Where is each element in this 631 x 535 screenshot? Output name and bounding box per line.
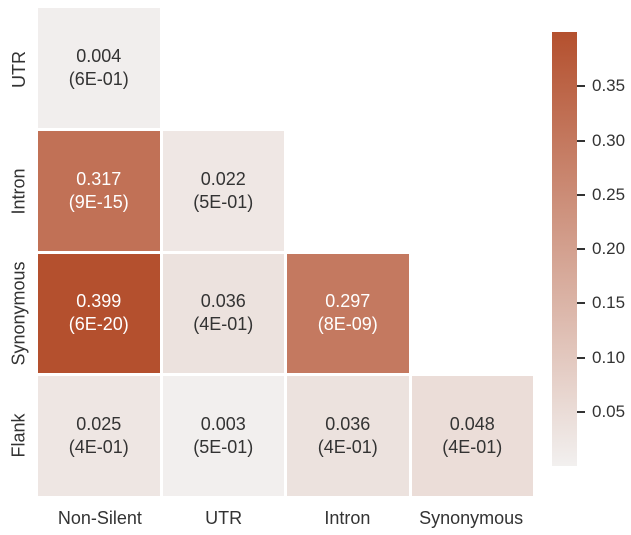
- heatmap-cell: 0.003 (5E-01): [162, 376, 284, 496]
- y-axis-label: Flank: [8, 412, 29, 458]
- cell-pvalue: (4E-01): [193, 314, 254, 335]
- y-axis-label: UTR: [8, 50, 29, 88]
- cell-pvalue: (5E-01): [193, 191, 254, 212]
- colorbar-gradient: [552, 32, 577, 466]
- heatmap-cell: 0.025 (4E-01): [38, 376, 160, 496]
- cell-value: 0.399: [76, 291, 122, 312]
- heatmap-cell: 0.036 (4E-01): [162, 253, 284, 374]
- cell-pvalue: (8E-09): [317, 314, 378, 335]
- y-axis-label: Synonymous: [8, 260, 29, 366]
- heatmap-cell: 0.048 (4E-01): [411, 376, 533, 496]
- cell-value: 0.036: [325, 414, 371, 435]
- colorbar-tick-label: 0.15: [592, 293, 626, 313]
- colorbar-tick: [577, 139, 585, 142]
- heatmap-cell: 0.297 (8E-09): [287, 253, 409, 374]
- colorbar-tick: [577, 302, 585, 305]
- cell-pvalue: (5E-01): [193, 437, 254, 458]
- heatmap-cell: 0.004 (6E-01): [38, 8, 160, 128]
- colorbar-tick: [577, 410, 585, 413]
- colorbar-tick: [577, 193, 585, 196]
- heatmap-cell-masked: [287, 130, 409, 251]
- y-axis-label-slot: Flank: [0, 374, 38, 496]
- heatmap-cell-masked: [411, 253, 533, 374]
- heatmap-cell: 0.317 (9E-15): [38, 130, 160, 251]
- colorbar-tick-label: 0.20: [592, 239, 626, 258]
- cell-pvalue: (4E-01): [317, 437, 378, 458]
- heatmap-cell: 0.022 (5E-01): [162, 130, 284, 251]
- x-axis-label: Non-Silent: [57, 508, 142, 528]
- y-axis-label-slot: Synonymous: [0, 252, 38, 374]
- x-axis-label: UTR: [205, 508, 243, 528]
- x-axis-label: Synonymous: [419, 508, 524, 528]
- y-axis-label: Intron: [8, 167, 29, 215]
- cell-pvalue: (6E-01): [68, 68, 129, 89]
- colorbar-tick-label: 0.10: [592, 347, 626, 367]
- cell-value: 0.297: [325, 291, 371, 312]
- colorbar-tick: [577, 248, 585, 250]
- heatmap-cell-masked: [411, 8, 533, 128]
- heatmap-grid: 0.004 (6E-01) 0.317 (9E-15) 0.022 (5E-01) 0.39…: [38, 8, 533, 496]
- colorbar: 0.35 0.30 0.25 0.20 0.15 0.10 0.05: [552, 32, 625, 466]
- colorbar-tick: [577, 85, 585, 88]
- heatmap-cell-masked: [287, 8, 409, 128]
- cell-value: 0.004: [76, 45, 122, 66]
- cell-pvalue: (4E-01): [442, 437, 503, 458]
- cell-value: 0.048: [449, 414, 495, 435]
- cell-value: 0.317: [76, 168, 122, 189]
- colorbar-tick-label: 0.25: [592, 184, 626, 204]
- y-axis: UTR Intron Synonymous Flank: [0, 8, 38, 496]
- colorbar-tick-label: 0.30: [592, 130, 626, 150]
- heatmap-cell: 0.399 (6E-20): [38, 253, 160, 374]
- cell-value: 0.003: [200, 414, 246, 435]
- cell-pvalue: (9E-15): [68, 191, 129, 212]
- cell-value: 0.022: [200, 168, 246, 189]
- y-axis-label-slot: UTR: [0, 8, 38, 130]
- cell-value: 0.025: [76, 414, 122, 435]
- x-axis: Non-Silent UTR Intron Synonymous: [38, 506, 533, 530]
- y-axis-label-slot: Intron: [0, 130, 38, 252]
- colorbar-tick: [577, 356, 585, 359]
- colorbar-tick-label: 0.35: [592, 76, 626, 96]
- cell-pvalue: (6E-20): [68, 314, 129, 335]
- heatmap-cell-masked: [162, 8, 284, 128]
- heatmap-cell-masked: [411, 130, 533, 251]
- heatmap-cell: 0.036 (4E-01): [287, 376, 409, 496]
- cell-value: 0.036: [200, 291, 246, 312]
- x-axis-label: Intron: [324, 508, 371, 528]
- colorbar-tick-label: 0.05: [592, 401, 626, 421]
- cell-pvalue: (4E-01): [68, 437, 129, 458]
